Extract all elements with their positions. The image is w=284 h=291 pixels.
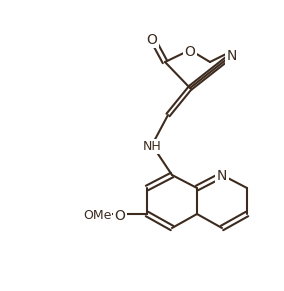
Text: N: N bbox=[217, 169, 227, 184]
Text: O: O bbox=[185, 45, 195, 58]
Text: O: O bbox=[114, 208, 126, 223]
Text: O: O bbox=[147, 33, 157, 47]
Text: OMe: OMe bbox=[83, 209, 111, 222]
Text: NH: NH bbox=[143, 140, 161, 153]
Text: N: N bbox=[227, 49, 237, 63]
